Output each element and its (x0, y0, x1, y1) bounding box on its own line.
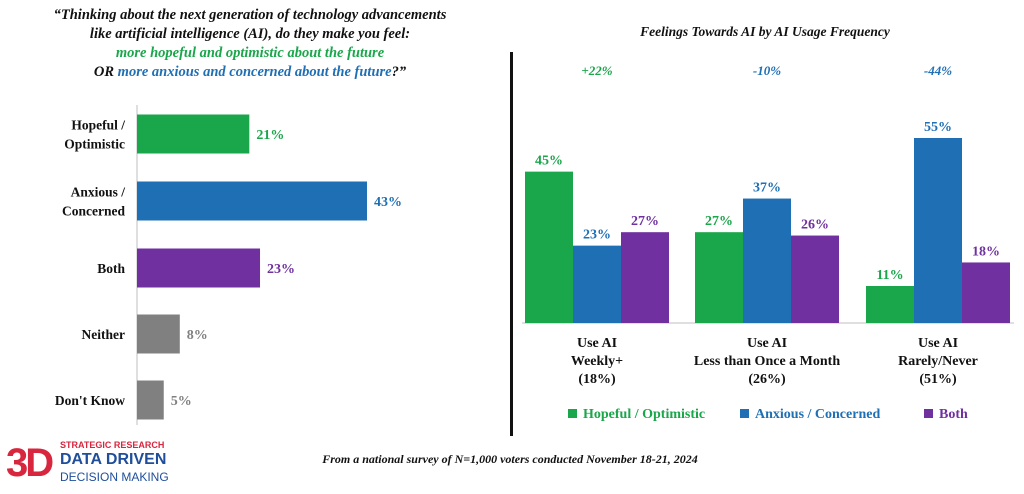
right-difference-label: +22% (581, 63, 612, 78)
right-bar (743, 198, 791, 323)
left-bar (137, 181, 367, 221)
right-category-label: Less than Once a Month (694, 354, 840, 369)
right-bar-value-label: 11% (876, 268, 903, 283)
legend-swatch (924, 409, 933, 418)
right-bar (525, 171, 573, 323)
right-category-label: Use AI (577, 336, 617, 351)
right-bar (695, 232, 743, 323)
logo-mark-text: 3D (6, 441, 54, 485)
right-bar (866, 286, 914, 323)
right-bar (791, 235, 839, 323)
company-logo: 3D STRATEGIC RESEARCH DATA DRIVEN DECISI… (4, 436, 204, 490)
right-bar (962, 262, 1010, 323)
left-category-label: Anxious / (71, 185, 126, 200)
left-bar-value-label: 43% (374, 195, 402, 210)
right-bar-value-label: 27% (705, 214, 733, 229)
right-difference-label: -44% (924, 63, 952, 78)
right-category-label: Use AI (747, 336, 787, 351)
legend-swatch (568, 409, 577, 418)
left-category-label: Both (97, 261, 125, 276)
right-category-label: (51%) (919, 372, 957, 387)
right-bar-value-label: 23% (583, 228, 611, 243)
right-bar-value-label: 27% (631, 214, 659, 229)
logo-line-2: DATA DRIVEN (60, 451, 167, 468)
left-bar (137, 314, 180, 354)
question-line-2: like artificial intelligence (AI), do th… (89, 26, 411, 42)
left-bar (137, 380, 164, 420)
left-bar-value-label: 8% (187, 328, 208, 343)
right-chart-title: Feelings Towards AI by AI Usage Frequenc… (640, 24, 890, 39)
left-bar-value-label: 23% (267, 262, 295, 277)
question-option-anxious: more anxious and concerned about the fut… (117, 64, 392, 80)
right-bar-value-label: 37% (753, 181, 781, 196)
legend-swatch (740, 409, 749, 418)
left-category-label: Optimistic (64, 137, 125, 152)
panel-divider (510, 52, 513, 436)
right-category-label: (18%) (578, 372, 616, 387)
logo-mark: 3D (6, 436, 56, 490)
right-bar (573, 245, 621, 323)
right-bar-value-label: 18% (972, 244, 1000, 259)
right-bar (914, 138, 962, 323)
right-bar-value-label: 45% (535, 154, 563, 169)
question-option-hopeful: more hopeful and optimistic about the fu… (115, 45, 385, 61)
question-suffix: ?” (391, 64, 407, 80)
right-category-label: Weekly+ (571, 354, 623, 369)
left-bar (137, 114, 250, 154)
legend-label: Both (939, 407, 968, 422)
legend-label: Anxious / Concerned (755, 407, 880, 422)
question-line-1: “Thinking about the next generation of t… (53, 7, 447, 23)
left-bar (137, 248, 261, 288)
right-category-label: Use AI (918, 336, 958, 351)
left-category-label: Hopeful / (71, 118, 125, 133)
right-difference-label: -10% (753, 63, 781, 78)
left-category-label: Neither (82, 327, 125, 342)
right-bar (621, 232, 669, 323)
question-line-4: OR more anxious and concerned about the … (40, 63, 460, 82)
logo-line-1: STRATEGIC RESEARCH (60, 440, 165, 450)
legend-label: Hopeful / Optimistic (583, 407, 705, 422)
source-note: From a national survey of N=1,000 voters… (322, 452, 698, 466)
question-or: OR (93, 64, 118, 80)
right-bar-value-label: 26% (801, 218, 829, 233)
left-bar-value-label: 5% (171, 394, 192, 409)
logo-line-3: DECISION MAKING (60, 470, 169, 484)
left-category-label: Don't Know (55, 393, 125, 408)
right-category-label: (26%) (748, 372, 786, 387)
right-category-label: Rarely/Never (898, 354, 978, 369)
left-bar-value-label: 21% (256, 128, 284, 143)
left-category-label: Concerned (62, 204, 125, 219)
right-bar-value-label: 55% (924, 120, 952, 135)
survey-question: “Thinking about the next generation of t… (40, 6, 460, 82)
